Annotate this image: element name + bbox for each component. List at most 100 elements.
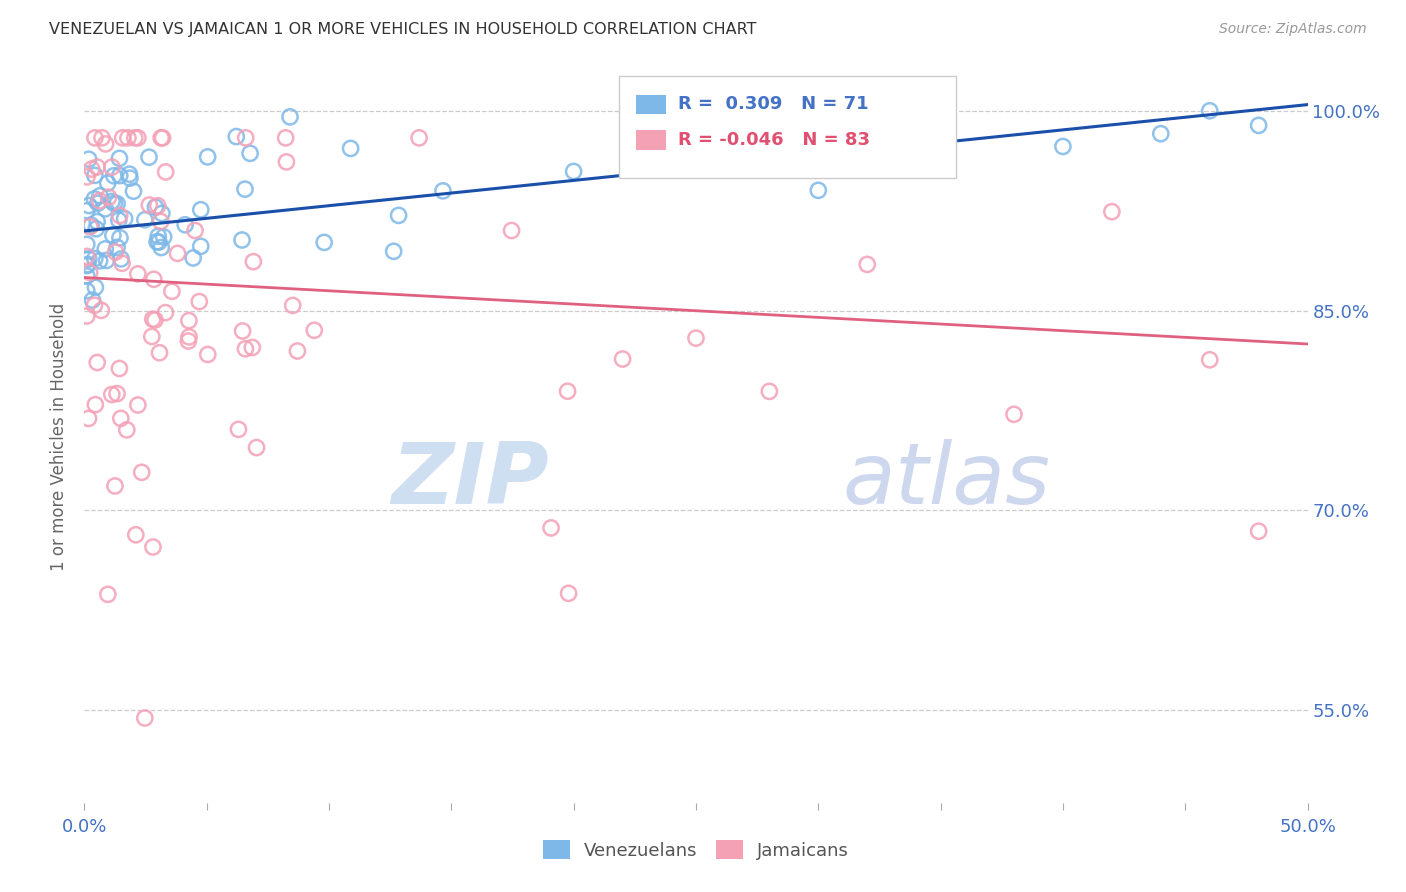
Point bbox=[127, 267, 149, 281]
Point bbox=[501, 223, 523, 237]
Point bbox=[145, 200, 167, 214]
Point bbox=[97, 587, 120, 601]
Point bbox=[387, 208, 409, 222]
Point bbox=[274, 131, 297, 145]
Point bbox=[105, 386, 128, 401]
Point bbox=[134, 212, 156, 227]
Point bbox=[181, 251, 204, 265]
Point bbox=[80, 162, 103, 177]
Point bbox=[612, 351, 634, 366]
Point bbox=[125, 528, 148, 542]
Point bbox=[190, 202, 212, 217]
Point bbox=[150, 131, 173, 145]
Point bbox=[84, 131, 107, 145]
Point bbox=[1247, 524, 1270, 539]
Point bbox=[235, 131, 257, 145]
Point bbox=[382, 244, 405, 259]
Point bbox=[929, 157, 952, 171]
Point bbox=[86, 160, 108, 174]
Point bbox=[105, 240, 128, 254]
Point bbox=[1002, 407, 1025, 421]
Point bbox=[104, 479, 127, 493]
Point bbox=[281, 298, 304, 312]
Point bbox=[84, 398, 107, 412]
Point bbox=[80, 219, 103, 233]
Point bbox=[146, 199, 169, 213]
Point bbox=[79, 219, 101, 234]
Point bbox=[122, 184, 145, 198]
Point bbox=[1198, 103, 1220, 118]
Point bbox=[807, 183, 830, 197]
Point bbox=[76, 237, 98, 252]
Point bbox=[118, 167, 141, 181]
Point bbox=[152, 230, 174, 244]
Point bbox=[148, 345, 170, 359]
Point bbox=[97, 190, 120, 204]
Point bbox=[117, 131, 139, 145]
Point bbox=[540, 521, 562, 535]
Point bbox=[197, 347, 219, 361]
Point bbox=[89, 253, 111, 268]
Point bbox=[197, 150, 219, 164]
Point bbox=[91, 131, 114, 145]
Point bbox=[304, 323, 326, 337]
Point bbox=[1101, 204, 1123, 219]
Point bbox=[103, 169, 125, 183]
Point bbox=[77, 411, 100, 425]
Y-axis label: 1 or more Vehicles in Household: 1 or more Vehicles in Household bbox=[51, 303, 69, 571]
Point bbox=[231, 233, 253, 247]
Point bbox=[856, 257, 879, 271]
Point bbox=[142, 312, 165, 326]
Point bbox=[76, 249, 98, 263]
Point bbox=[314, 235, 336, 250]
Point bbox=[134, 711, 156, 725]
Point bbox=[76, 309, 98, 323]
Point bbox=[240, 341, 263, 355]
Point bbox=[101, 160, 124, 174]
Point bbox=[110, 411, 132, 425]
Point bbox=[83, 252, 105, 266]
Point bbox=[79, 265, 101, 279]
Point bbox=[287, 344, 309, 359]
Point bbox=[143, 313, 166, 327]
Point bbox=[184, 223, 207, 237]
Point bbox=[1247, 119, 1270, 133]
Point bbox=[557, 384, 579, 399]
Text: Source: ZipAtlas.com: Source: ZipAtlas.com bbox=[1219, 22, 1367, 37]
Text: R = -0.046   N = 83: R = -0.046 N = 83 bbox=[678, 131, 870, 149]
Point bbox=[408, 131, 430, 145]
Point bbox=[160, 285, 183, 299]
Point bbox=[242, 254, 264, 268]
Point bbox=[432, 184, 454, 198]
Point bbox=[111, 131, 134, 145]
Point bbox=[89, 194, 111, 208]
Point bbox=[141, 329, 163, 343]
Point bbox=[124, 131, 146, 145]
Text: ZIP: ZIP bbox=[391, 440, 550, 523]
Point bbox=[177, 313, 200, 327]
Point bbox=[104, 245, 127, 260]
Point bbox=[110, 252, 132, 266]
Point bbox=[76, 169, 98, 184]
Point bbox=[94, 136, 117, 151]
Point bbox=[101, 228, 124, 243]
Point bbox=[108, 152, 131, 166]
Point bbox=[152, 131, 174, 145]
Point bbox=[150, 206, 173, 220]
Point bbox=[94, 242, 117, 256]
Point bbox=[76, 259, 98, 273]
Point bbox=[138, 150, 160, 164]
Point bbox=[84, 280, 107, 294]
Point bbox=[127, 131, 149, 145]
Point bbox=[142, 272, 165, 286]
Point bbox=[166, 246, 188, 260]
Point bbox=[101, 387, 124, 401]
Point bbox=[562, 164, 585, 178]
Point bbox=[276, 154, 298, 169]
Point bbox=[150, 241, 173, 255]
Point bbox=[138, 198, 160, 212]
Point bbox=[235, 342, 257, 356]
Legend: Venezuelans, Jamaicans: Venezuelans, Jamaicans bbox=[543, 840, 849, 860]
Point bbox=[148, 229, 170, 244]
Point bbox=[685, 141, 707, 155]
